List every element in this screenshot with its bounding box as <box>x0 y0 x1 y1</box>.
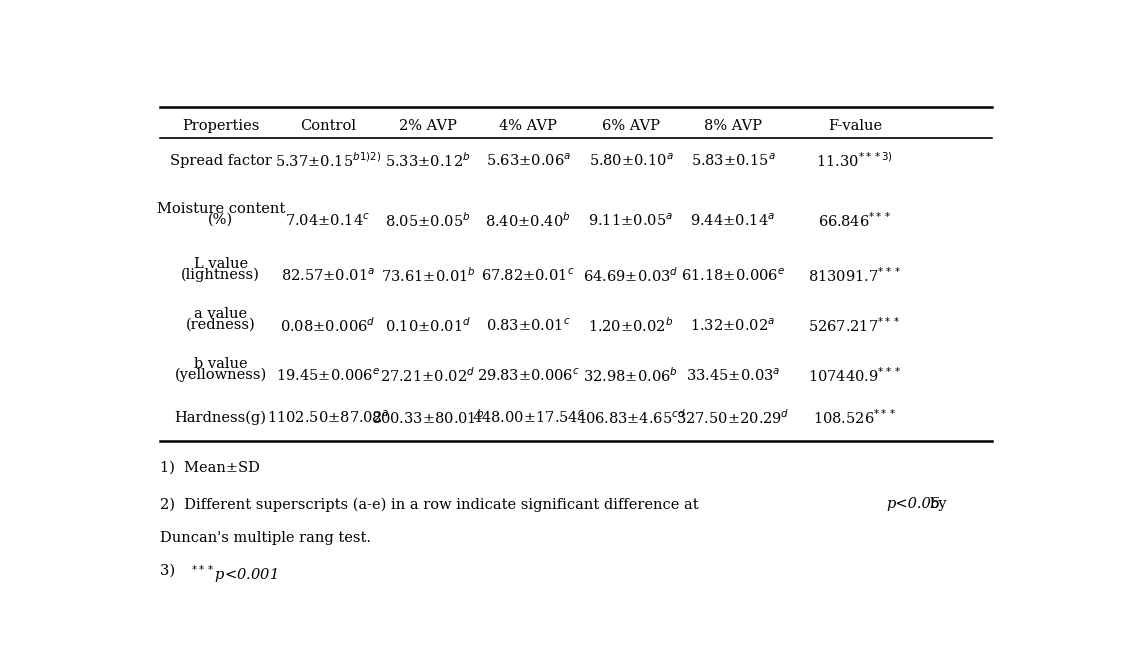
Text: (redness): (redness) <box>185 318 255 332</box>
Text: 5.33±0.12$^{b}$: 5.33±0.12$^{b}$ <box>386 152 471 170</box>
Text: 7.04±0.14$^{c}$: 7.04±0.14$^{c}$ <box>285 213 370 229</box>
Text: 64.69±0.03$^{d}$: 64.69±0.03$^{d}$ <box>583 266 679 285</box>
Text: 29.83±0.006$^{c}$: 29.83±0.006$^{c}$ <box>477 367 580 384</box>
Text: 5.37±0.15$^{b1)2)}$: 5.37±0.15$^{b1)2)}$ <box>274 152 381 170</box>
Text: 66.846$^{***}$: 66.846$^{***}$ <box>818 211 891 230</box>
Text: 327.50±20.29$^{d}$: 327.50±20.29$^{d}$ <box>677 408 789 427</box>
Text: 11.30$^{***3)}$: 11.30$^{***3)}$ <box>816 152 894 170</box>
Text: (lightness): (lightness) <box>181 268 260 283</box>
Text: Duncan's multiple rang test.: Duncan's multiple rang test. <box>160 530 371 545</box>
Text: 8.40±0.40$^{b}$: 8.40±0.40$^{b}$ <box>486 211 571 230</box>
Text: 813091.7$^{***}$: 813091.7$^{***}$ <box>808 266 901 285</box>
Text: 1)  Mean±SD: 1) Mean±SD <box>160 461 260 475</box>
Text: 5.63±0.06$^{a}$: 5.63±0.06$^{a}$ <box>486 153 571 169</box>
Text: 0.08±0.006$^{d}$: 0.08±0.006$^{d}$ <box>280 316 375 335</box>
Text: (yellowness): (yellowness) <box>174 368 266 382</box>
Text: 3): 3) <box>160 563 184 578</box>
Text: 2)  Different superscripts (a-e) in a row indicate significant difference at: 2) Different superscripts (a-e) in a row… <box>160 497 702 512</box>
Text: 33.45±0.03$^{a}$: 33.45±0.03$^{a}$ <box>686 367 780 384</box>
Text: a value: a value <box>194 307 247 321</box>
Text: p<0.05: p<0.05 <box>886 497 940 512</box>
Text: 61.18±0.006$^{e}$: 61.18±0.006$^{e}$ <box>681 267 785 284</box>
Text: 9.44±0.14$^{a}$: 9.44±0.14$^{a}$ <box>690 213 776 229</box>
Text: Hardness(g): Hardness(g) <box>174 410 266 425</box>
Text: 108.526$^{***}$: 108.526$^{***}$ <box>813 408 897 427</box>
Text: 0.83±0.01$^{c}$: 0.83±0.01$^{c}$ <box>486 317 570 334</box>
Text: b value: b value <box>193 357 247 371</box>
Text: 5.83±0.15$^{a}$: 5.83±0.15$^{a}$ <box>690 153 776 169</box>
Text: 6% AVP: 6% AVP <box>602 119 660 133</box>
Text: 8.05±0.05$^{b}$: 8.05±0.05$^{b}$ <box>386 211 471 230</box>
Text: 5.80±0.10$^{a}$: 5.80±0.10$^{a}$ <box>589 153 673 169</box>
Text: 82.57±0.01$^{a}$: 82.57±0.01$^{a}$ <box>281 267 375 284</box>
Text: Spread factor: Spread factor <box>170 154 272 168</box>
Text: Properties: Properties <box>182 119 260 133</box>
Text: 9.11±0.05$^{a}$: 9.11±0.05$^{a}$ <box>588 213 673 229</box>
Text: 1.20±0.02$^{b}$: 1.20±0.02$^{b}$ <box>588 316 673 335</box>
Text: 1.32±0.02$^{a}$: 1.32±0.02$^{a}$ <box>690 317 776 334</box>
Text: Moisture content: Moisture content <box>156 202 284 216</box>
Text: 800.33±80.01$^{b}$: 800.33±80.01$^{b}$ <box>371 408 484 427</box>
Text: 1102.50±87.02$^{a}$: 1102.50±87.02$^{a}$ <box>266 410 389 426</box>
Text: 2% AVP: 2% AVP <box>399 119 456 133</box>
Text: 448.00±17.54$^{c}$: 448.00±17.54$^{c}$ <box>472 410 584 426</box>
Text: Control: Control <box>300 119 356 133</box>
Text: (%): (%) <box>208 213 233 227</box>
Text: 67.82±0.01$^{c}$: 67.82±0.01$^{c}$ <box>481 267 575 284</box>
Text: 0.10±0.01$^{d}$: 0.10±0.01$^{d}$ <box>384 316 471 335</box>
Text: F-value: F-value <box>827 119 882 133</box>
Text: 27.21±0.02$^{d}$: 27.21±0.02$^{d}$ <box>380 366 475 385</box>
Text: 8% AVP: 8% AVP <box>704 119 762 133</box>
Text: 32.98±0.06$^{b}$: 32.98±0.06$^{b}$ <box>583 366 679 385</box>
Text: $^{***}$p<0.001: $^{***}$p<0.001 <box>191 563 278 585</box>
Text: 5267.217$^{***}$: 5267.217$^{***}$ <box>808 316 901 335</box>
Text: by: by <box>930 497 948 512</box>
Text: L value: L value <box>193 257 247 271</box>
Text: 107440.9$^{***}$: 107440.9$^{***}$ <box>808 366 901 385</box>
Text: 19.45±0.006$^{e}$: 19.45±0.006$^{e}$ <box>275 367 380 384</box>
Text: 4% AVP: 4% AVP <box>499 119 558 133</box>
Text: 406.83±4.65$^{cd}$: 406.83±4.65$^{cd}$ <box>575 408 686 427</box>
Text: 73.61±0.01$^{b}$: 73.61±0.01$^{b}$ <box>381 266 475 285</box>
